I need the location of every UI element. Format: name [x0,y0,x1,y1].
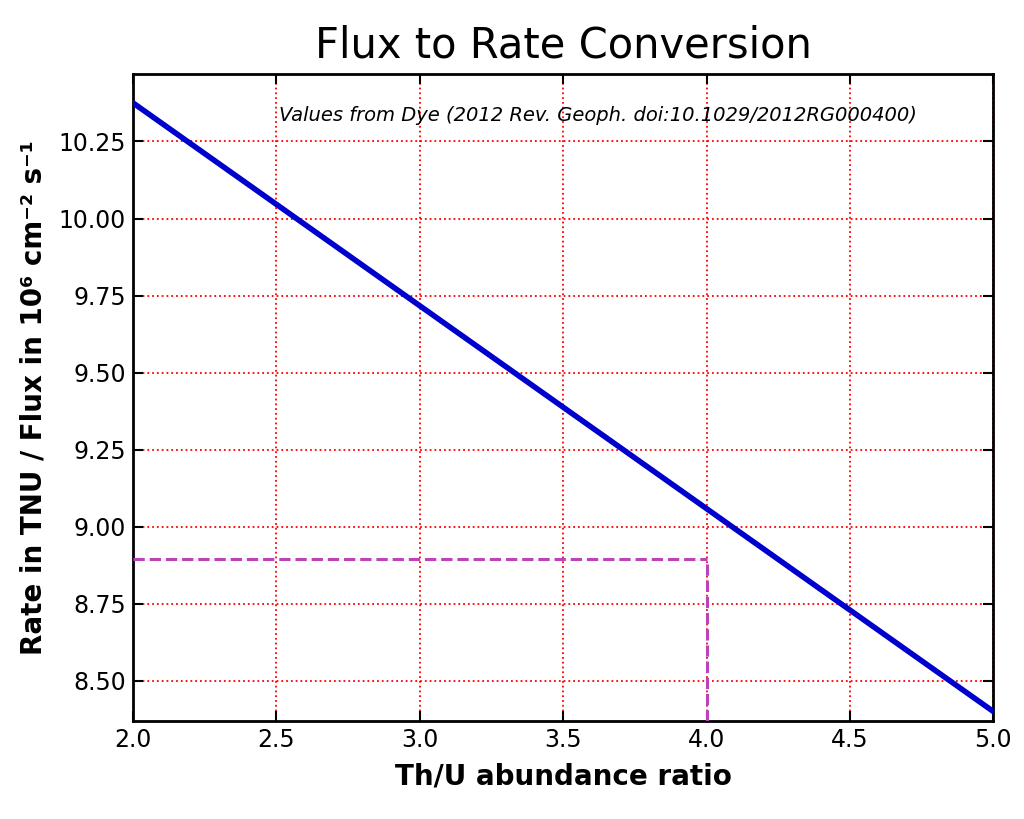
Y-axis label: Rate in TNU / Flux in 10⁶ cm⁻² s⁻¹: Rate in TNU / Flux in 10⁶ cm⁻² s⁻¹ [19,140,47,654]
Text: Values from Dye (2012 Rev. Geoph. doi:10.1029/2012RG000400): Values from Dye (2012 Rev. Geoph. doi:10… [279,106,916,125]
Title: Flux to Rate Conversion: Flux to Rate Conversion [314,24,812,66]
X-axis label: Th/U abundance ratio: Th/U abundance ratio [395,762,731,791]
